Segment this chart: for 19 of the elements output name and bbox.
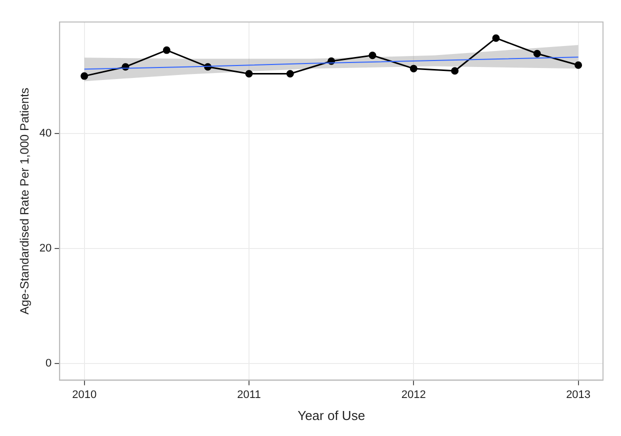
point: [492, 34, 500, 42]
y-tick-label: 40: [39, 128, 52, 140]
point: [451, 67, 459, 75]
x-tick-label: 2011: [237, 388, 261, 401]
x-axis-title: Year of Use: [298, 408, 366, 423]
point: [410, 64, 418, 72]
point: [245, 70, 253, 78]
point: [162, 46, 170, 54]
x-tick-label: 2013: [566, 388, 591, 401]
point: [80, 72, 88, 80]
x-tick-label: 2010: [72, 388, 97, 401]
y-tick-label: 20: [39, 242, 52, 255]
y-tick-label: 0: [46, 358, 52, 370]
point: [574, 61, 582, 69]
y-axis-title: Age-Standardised Rate Per 1,000 Patients: [18, 88, 32, 315]
point: [368, 52, 376, 60]
point: [533, 50, 541, 58]
point: [286, 70, 294, 78]
x-tick-label: 2012: [401, 388, 426, 401]
